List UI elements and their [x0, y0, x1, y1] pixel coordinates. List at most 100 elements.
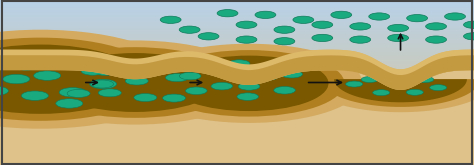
Bar [0, 69, 474, 70]
Circle shape [153, 50, 345, 117]
Bar [0, 67, 474, 68]
Bar [0, 24, 474, 25]
Bar [0, 156, 474, 157]
Bar [0, 20, 474, 21]
Circle shape [426, 23, 447, 30]
Bar [0, 63, 474, 64]
Bar [0, 66, 474, 67]
Bar [0, 163, 474, 164]
Circle shape [429, 85, 447, 91]
Bar [0, 59, 474, 60]
Bar [0, 125, 474, 126]
Circle shape [274, 86, 295, 94]
Circle shape [13, 61, 40, 70]
Bar [0, 115, 474, 116]
Bar [0, 81, 474, 82]
Bar [0, 120, 474, 121]
Circle shape [217, 10, 238, 17]
Circle shape [0, 45, 140, 114]
Circle shape [426, 36, 447, 43]
Circle shape [312, 34, 333, 42]
Bar [0, 79, 474, 80]
Bar [0, 58, 474, 59]
Bar [0, 30, 474, 31]
Bar [0, 37, 474, 38]
Bar [0, 40, 474, 41]
Circle shape [417, 77, 434, 82]
Circle shape [237, 93, 258, 100]
Bar [0, 132, 474, 133]
Circle shape [169, 62, 192, 69]
Bar [0, 31, 474, 32]
Circle shape [361, 77, 378, 82]
Bar [0, 16, 474, 17]
Bar [0, 153, 474, 154]
Circle shape [350, 36, 371, 43]
Bar [0, 54, 474, 55]
Bar [0, 23, 474, 24]
Bar [0, 71, 474, 72]
Bar [0, 109, 474, 110]
Circle shape [98, 89, 121, 97]
Circle shape [56, 99, 83, 108]
Bar [0, 0, 474, 1]
Bar [0, 26, 474, 27]
Bar [0, 12, 474, 13]
Bar [0, 152, 474, 153]
Circle shape [114, 66, 137, 74]
Polygon shape [306, 79, 474, 112]
Bar [0, 123, 474, 124]
Circle shape [464, 33, 474, 40]
Circle shape [464, 21, 474, 28]
Bar [0, 131, 474, 132]
Bar [0, 148, 474, 149]
Bar [0, 64, 474, 65]
Bar [0, 6, 474, 7]
Circle shape [0, 86, 9, 96]
Bar [0, 78, 474, 79]
Polygon shape [0, 50, 474, 90]
Polygon shape [0, 55, 474, 90]
Bar [0, 138, 474, 139]
Bar [0, 90, 474, 91]
Bar [0, 83, 474, 84]
Circle shape [198, 33, 219, 40]
Bar [0, 107, 474, 108]
Circle shape [0, 38, 160, 121]
Bar [0, 43, 474, 44]
Circle shape [274, 38, 295, 45]
Bar [0, 74, 474, 75]
Bar [0, 112, 474, 113]
Bar [0, 9, 474, 10]
Circle shape [135, 44, 363, 123]
Bar [0, 32, 474, 33]
Bar [0, 84, 474, 85]
Bar [0, 93, 474, 94]
Bar [0, 80, 474, 81]
Bar [0, 102, 474, 103]
Circle shape [81, 67, 104, 75]
Bar [0, 13, 474, 14]
Bar [0, 130, 474, 131]
Bar [0, 76, 474, 77]
Bar [0, 160, 474, 161]
Bar [0, 68, 474, 69]
Bar [0, 4, 474, 5]
Bar [0, 89, 474, 90]
Polygon shape [321, 79, 474, 107]
Bar [0, 60, 474, 61]
Circle shape [3, 74, 30, 84]
Bar [0, 128, 474, 129]
Circle shape [169, 56, 328, 111]
Bar [0, 86, 474, 87]
Bar [0, 3, 474, 4]
Circle shape [67, 89, 90, 97]
Bar [0, 150, 474, 151]
Bar [0, 126, 474, 127]
Bar [0, 11, 474, 12]
Polygon shape [334, 79, 467, 102]
Circle shape [369, 13, 390, 20]
Bar [0, 75, 474, 76]
Circle shape [281, 70, 302, 78]
Circle shape [407, 15, 428, 22]
